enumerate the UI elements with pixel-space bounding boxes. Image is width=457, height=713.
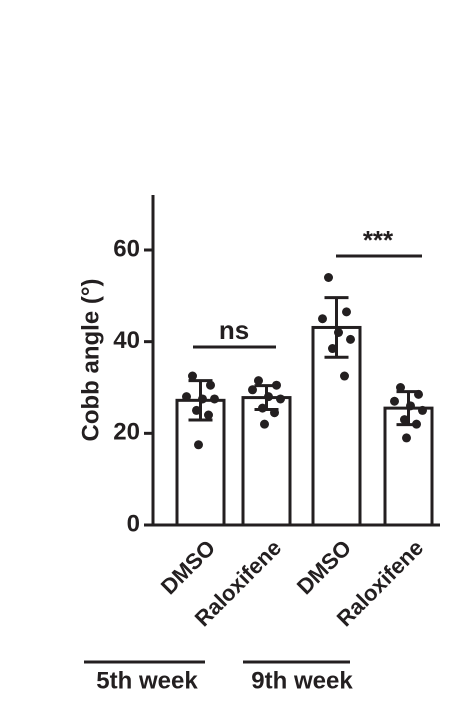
data-point [396, 383, 405, 392]
data-point [276, 394, 285, 404]
group-label: 9th week [251, 667, 353, 694]
y-tick-label: 0 [127, 510, 140, 537]
data-point [340, 371, 349, 381]
data-point [324, 273, 333, 282]
data-point [334, 328, 343, 337]
data-point [182, 392, 191, 402]
x-tick-label: DMSO [156, 535, 220, 599]
data-point [192, 405, 201, 415]
data-point [258, 403, 267, 413]
data-point [318, 314, 327, 324]
y-axis-label: Cobb angle (°) [77, 279, 104, 442]
x-tick-label: DMSO [292, 535, 356, 599]
data-point [346, 334, 355, 344]
data-point [406, 401, 415, 411]
data-point [400, 415, 409, 425]
data-point [414, 389, 423, 399]
data-point [402, 433, 411, 443]
data-point [254, 376, 263, 386]
bar [241, 396, 292, 527]
y-tick-label: 20 [113, 419, 140, 446]
data-point [248, 385, 257, 395]
data-point [390, 396, 399, 406]
significance-label: *** [363, 225, 394, 255]
data-point [270, 408, 279, 418]
data-point [272, 380, 281, 390]
data-point [204, 410, 213, 420]
data-point [210, 394, 219, 404]
y-tick-label: 60 [113, 235, 140, 262]
data-point [194, 440, 203, 450]
data-point [188, 371, 197, 381]
y-tick-label: 40 [113, 327, 140, 354]
data-point [418, 405, 427, 415]
significance-label: ns [219, 315, 249, 345]
data-point [328, 344, 337, 354]
data-point [264, 392, 273, 402]
data-point [206, 380, 215, 390]
data-point [342, 307, 351, 317]
data-point [412, 419, 421, 429]
data-point [198, 394, 207, 404]
group-label: 5th week [96, 667, 198, 694]
data-point [260, 419, 269, 429]
